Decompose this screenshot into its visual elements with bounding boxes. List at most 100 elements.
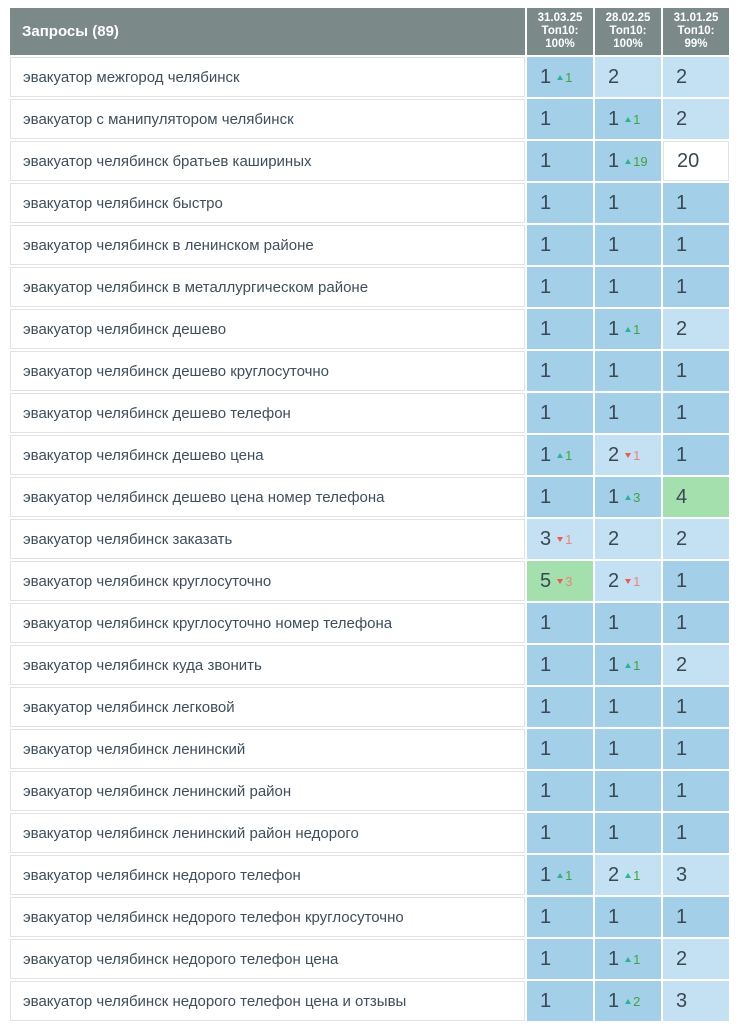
position-value: 1 — [676, 569, 688, 592]
position-cell: 2 — [663, 57, 729, 97]
position-value: 2 — [676, 653, 688, 676]
position-value: 1 — [540, 611, 552, 634]
position-cell: 1 — [527, 813, 593, 853]
query-cell[interactable]: эвакуатор челябинск недорого телефон цен… — [10, 939, 525, 979]
position-value: 1 — [608, 317, 620, 340]
position-value: 1 — [540, 737, 552, 760]
position-cell: 1 — [663, 435, 729, 475]
query-cell[interactable]: эвакуатор челябинск быстро — [10, 183, 525, 223]
position-value: 1 — [608, 275, 620, 298]
date-column-header[interactable]: 28.02.25 Топ10: 100% — [595, 8, 661, 55]
position-cell: 1 — [527, 351, 593, 391]
query-cell[interactable]: эвакуатор челябинск недорого телефон кру… — [10, 897, 525, 937]
query-cell[interactable]: эвакуатор челябинск недорого телефон — [10, 855, 525, 895]
position-value: 3 — [540, 527, 552, 550]
position-value: 2 — [676, 65, 688, 88]
position-cell: 1 — [527, 225, 593, 265]
query-cell[interactable]: эвакуатор челябинск недорого телефон цен… — [10, 981, 525, 1021]
position-cell: 1 — [595, 351, 661, 391]
position-value: 1 — [608, 779, 620, 802]
position-cell: 1 — [595, 393, 661, 433]
position-delta-badge: 1 — [625, 659, 640, 672]
date-column-header-line: 100% — [545, 38, 575, 50]
query-cell[interactable]: эвакуатор с манипулятором челябинск — [10, 99, 525, 139]
position-delta-value: 3 — [633, 489, 641, 505]
query-cell[interactable]: эвакуатор челябинск в металлургическом р… — [10, 267, 525, 307]
position-value: 1 — [540, 779, 552, 802]
query-cell[interactable]: эвакуатор челябинск дешево телефон — [10, 393, 525, 433]
position-value: 1 — [540, 317, 552, 340]
query-cell[interactable]: эвакуатор челябинск круглосуточно номер … — [10, 603, 525, 643]
position-value: 3 — [676, 863, 688, 886]
position-value: 1 — [608, 695, 620, 718]
date-column-header-line: 100% — [613, 38, 643, 50]
position-cell: 2 — [663, 519, 729, 559]
position-value: 1 — [540, 653, 552, 676]
position-value: 20 — [677, 149, 700, 172]
position-cell: 1 — [663, 351, 729, 391]
up-arrow-icon — [557, 452, 564, 458]
position-value: 1 — [540, 191, 552, 214]
query-cell[interactable]: эвакуатор межгород челябинск — [10, 57, 525, 97]
position-delta-value: 1 — [565, 69, 573, 85]
position-cell: 1 — [663, 897, 729, 937]
position-delta-badge: 1 — [557, 533, 572, 546]
query-cell[interactable]: эвакуатор челябинск ленинский район недо… — [10, 813, 525, 853]
position-value: 1 — [540, 821, 552, 844]
date-column-header[interactable]: 31.01.25 Топ10: 99% — [663, 8, 729, 55]
position-cell: 20 — [663, 141, 729, 181]
position-cell: 1 — [595, 687, 661, 727]
date-column-header[interactable]: 31.03.25 Топ10: 100% — [527, 8, 593, 55]
query-cell[interactable]: эвакуатор челябинск легковой — [10, 687, 525, 727]
position-cell: 1 — [595, 897, 661, 937]
query-cell[interactable]: эвакуатор челябинск в ленинском районе — [10, 225, 525, 265]
position-value: 1 — [608, 191, 620, 214]
query-cell[interactable]: эвакуатор челябинск братьев кашириных — [10, 141, 525, 181]
position-cell: 1 — [527, 183, 593, 223]
position-value: 1 — [608, 149, 620, 172]
up-arrow-icon — [625, 998, 632, 1004]
position-delta-badge: 19 — [625, 155, 648, 168]
position-delta-badge: 1 — [625, 953, 640, 966]
position-cell: 1 — [595, 771, 661, 811]
position-value: 1 — [608, 401, 620, 424]
position-value: 3 — [676, 989, 688, 1012]
position-cell: 1 — [595, 729, 661, 769]
position-cell: 1 — [527, 141, 593, 181]
position-cell: 1 — [527, 687, 593, 727]
position-value: 1 — [540, 233, 552, 256]
position-value: 1 — [676, 191, 688, 214]
position-cell: 3 — [663, 855, 729, 895]
position-cell: 2 — [663, 645, 729, 685]
date-column-header-line: Топ10: 99% — [677, 25, 715, 50]
position-delta-badge: 1 — [625, 323, 640, 336]
query-cell[interactable]: эвакуатор челябинск ленинский — [10, 729, 525, 769]
position-cell: 1 — [663, 603, 729, 643]
position-cell: 1 — [663, 267, 729, 307]
query-cell[interactable]: эвакуатор челябинск заказать — [10, 519, 525, 559]
queries-column-header[interactable]: Запросы (89) — [10, 8, 525, 55]
date-column-header-line: Топ10: — [541, 25, 579, 37]
position-delta-value: 1 — [633, 321, 641, 337]
position-cell: 1 — [527, 729, 593, 769]
position-value: 1 — [540, 65, 552, 88]
query-cell[interactable]: эвакуатор челябинск круглосуточно — [10, 561, 525, 601]
query-cell[interactable]: эвакуатор челябинск дешево — [10, 309, 525, 349]
position-value: 1 — [540, 401, 552, 424]
query-cell[interactable]: эвакуатор челябинск дешево цена — [10, 435, 525, 475]
query-cell[interactable]: эвакуатор челябинск ленинский район — [10, 771, 525, 811]
up-arrow-icon — [625, 326, 632, 332]
position-value: 1 — [676, 905, 688, 928]
position-delta-value: 1 — [633, 111, 641, 127]
position-cell: 1 — [595, 603, 661, 643]
query-cell[interactable]: эвакуатор челябинск дешево цена номер те… — [10, 477, 525, 517]
query-cell[interactable]: эвакуатор челябинск куда звонить — [10, 645, 525, 685]
query-cell[interactable]: эвакуатор челябинск дешево круглосуточно — [10, 351, 525, 391]
position-value: 1 — [540, 695, 552, 718]
